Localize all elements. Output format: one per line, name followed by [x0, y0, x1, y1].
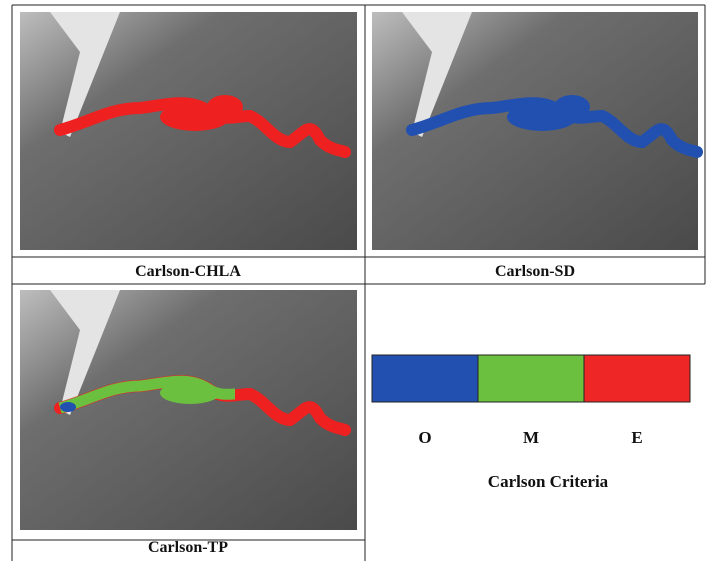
legend-bar — [372, 355, 690, 402]
legend-label: E — [631, 428, 642, 447]
caption: Carlson-CHLA — [135, 263, 241, 280]
legend-label: O — [418, 428, 431, 447]
satellite-image — [20, 12, 357, 250]
figure: Carlson-CHLA Carlson-SD Carlson-TP O M E… — [0, 0, 707, 561]
legend-title: Carlson Criteria — [488, 472, 609, 491]
legend-label: M — [523, 428, 539, 447]
satellite-image — [20, 290, 357, 530]
satellite-image — [372, 12, 698, 250]
figure-svg: Carlson-CHLA Carlson-SD Carlson-TP O M E… — [0, 0, 707, 561]
caption: Carlson-TP — [148, 539, 228, 556]
caption: Carlson-SD — [495, 263, 575, 280]
